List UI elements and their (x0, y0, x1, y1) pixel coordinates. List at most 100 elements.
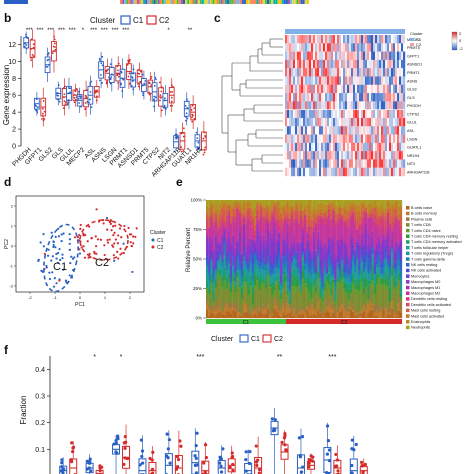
b-point (186, 100, 189, 103)
c-row-label: CTPS2 (407, 112, 419, 116)
e-bar-segment (238, 284, 241, 288)
e-bar-segment (382, 259, 385, 268)
e-bar-segment (336, 271, 339, 279)
e-bar-segment (260, 205, 263, 208)
c-heat-cell (351, 84, 354, 94)
c-heat-cell (393, 68, 396, 77)
c-heat-cell (313, 68, 316, 77)
e-bar-segment (375, 277, 379, 285)
e-bar-segment (332, 289, 335, 304)
c-heat-cell (335, 35, 338, 44)
c-heat-cell (345, 159, 348, 168)
e-bar-segment (325, 275, 329, 280)
e-bar-segment (399, 249, 403, 259)
e-bar-segment (223, 254, 226, 257)
c-heat-cell (381, 134, 384, 144)
c-heat-cell (339, 142, 342, 152)
e-bar-segment (354, 313, 357, 316)
e-bar-segment (364, 303, 368, 311)
b-point (23, 45, 26, 48)
c-heat-cell (311, 43, 314, 52)
e-bar-segment (345, 252, 348, 258)
e-bar-segment (382, 212, 385, 218)
e-bar-segment (358, 242, 361, 245)
f-point (307, 465, 311, 469)
e-bar-segment (378, 274, 381, 276)
e-bar-segment (354, 289, 357, 295)
c-heat-cell (373, 167, 376, 177)
e-bar-segment (323, 278, 326, 282)
c-heat-cell (309, 101, 312, 110)
b-ytick-label: 6 (12, 93, 16, 100)
e-bar-segment (314, 272, 318, 275)
e-bar-segment (306, 243, 309, 252)
c-heat-cell (387, 51, 390, 61)
e-bar-segment (356, 283, 359, 290)
c-heat-cell (399, 59, 402, 69)
e-bar-segment (367, 203, 370, 213)
c-heat-cell (321, 151, 324, 160)
e-bar-segment (345, 291, 348, 293)
e-bar-segment (256, 279, 259, 286)
e-bar-segment (256, 260, 259, 266)
e-bar-segment (243, 276, 246, 282)
e-bar-segment (249, 308, 252, 315)
d-point-c2 (106, 241, 110, 244)
e-bar-segment (258, 283, 261, 290)
e-bar-segment (229, 299, 233, 304)
e-bar-segment (319, 259, 322, 267)
e-bar-segment (341, 264, 344, 268)
e-legend-label: Mast cells activated (411, 314, 444, 318)
d-point-c2 (112, 254, 115, 257)
e-bar-segment (208, 294, 211, 298)
c-heat-cell (335, 151, 338, 160)
e-bar-segment (351, 200, 355, 202)
c-heat-cell (389, 35, 392, 44)
panel-label-b: b (4, 11, 11, 25)
b-point (57, 84, 60, 87)
d-point-outlier (135, 227, 138, 230)
e-bar-segment (214, 315, 218, 319)
e-bar-segment (223, 226, 226, 228)
e-bar-segment (240, 262, 244, 267)
top-strip-cell (260, 0, 263, 4)
e-bar-segment (271, 264, 274, 270)
c-heat-cell (337, 159, 340, 168)
e-bar-segment (308, 309, 311, 317)
c-heat-cell (287, 68, 290, 77)
e-bar-segment (310, 261, 313, 269)
e-bar-segment (234, 216, 237, 222)
b-point (77, 97, 80, 100)
e-bar-segment (288, 271, 292, 279)
b-point (204, 146, 207, 149)
b-point (186, 117, 189, 120)
e-bar-segment (386, 200, 390, 201)
c-heat-cell (319, 151, 322, 160)
e-bar-segment (362, 203, 366, 210)
e-bar-segment (258, 231, 261, 237)
e-bar-segment (277, 207, 281, 215)
e-bar-segment (356, 246, 359, 255)
f-point (350, 463, 354, 468)
e-legend-swatch (406, 217, 410, 221)
e-bar-segment (380, 203, 383, 210)
c-heat-cell (395, 84, 398, 94)
b-point (170, 96, 173, 99)
e-bar-segment (249, 207, 252, 209)
d-point-c2 (79, 227, 82, 231)
c-heat-cell (403, 142, 406, 152)
e-bar-segment (266, 279, 270, 301)
c-heat-cell (329, 51, 332, 61)
e-bar-segment (225, 288, 228, 303)
e-bar-segment (293, 246, 296, 256)
e-bar-segment (236, 242, 239, 252)
e-bar-segment (208, 226, 211, 228)
e-bar-segment (264, 308, 268, 315)
c-heat-cell (347, 93, 350, 102)
c-heat-cell (395, 167, 398, 177)
c-heat-cell (361, 35, 364, 44)
e-bar-segment (238, 208, 241, 212)
e-bar-segment (262, 257, 265, 265)
c-heat-cell (375, 51, 378, 61)
e-bar-segment (232, 281, 235, 288)
